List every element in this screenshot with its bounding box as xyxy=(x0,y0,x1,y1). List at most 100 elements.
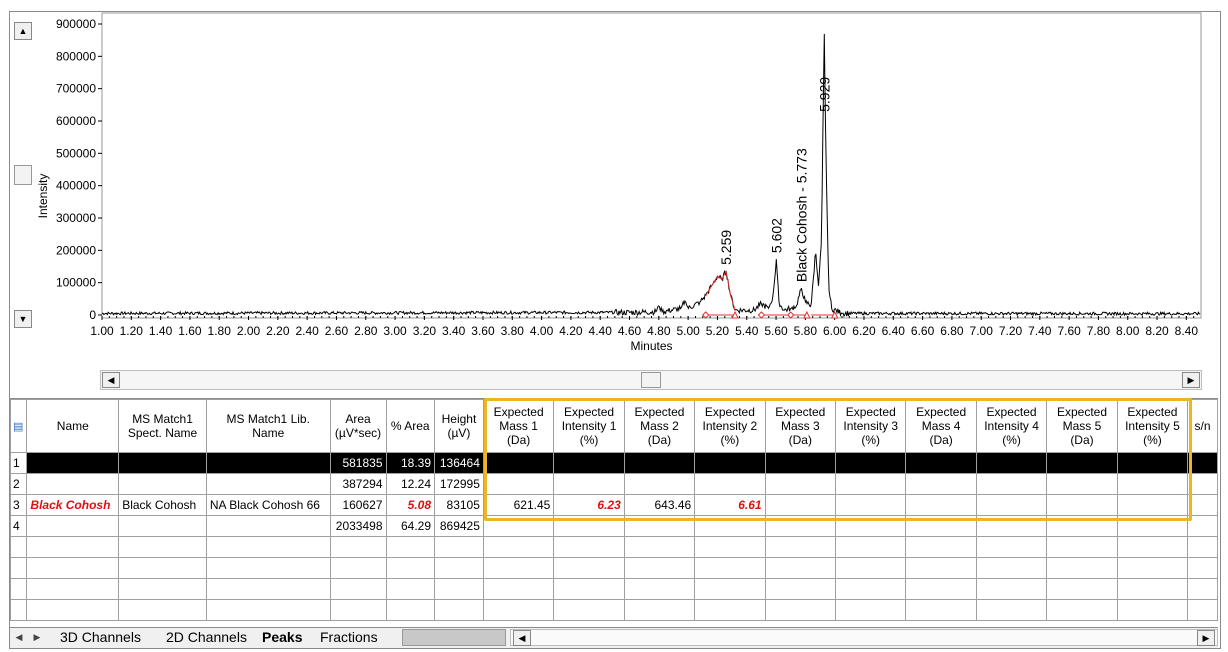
table-cell[interactable] xyxy=(482,515,555,537)
column-header[interactable]: Expected Mass 4 (Da) xyxy=(905,399,977,453)
table-cell[interactable] xyxy=(26,599,120,621)
table-cell[interactable] xyxy=(434,599,484,621)
row-number[interactable]: 2 xyxy=(10,473,28,495)
table-cell[interactable] xyxy=(1187,599,1218,621)
table-cell[interactable] xyxy=(975,452,1048,474)
table-cell[interactable] xyxy=(764,578,837,600)
table-cell[interactable] xyxy=(905,494,977,516)
table-cell[interactable] xyxy=(623,452,696,474)
table-cell[interactable] xyxy=(482,578,555,600)
table-row[interactable]: 2 387294 12.24 172995 xyxy=(10,473,1218,495)
row-number[interactable]: 4 xyxy=(10,515,28,537)
table-cell[interactable] xyxy=(329,578,387,600)
table-cell[interactable] xyxy=(26,452,120,474)
column-header[interactable]: Expected Mass 2 (Da) xyxy=(623,399,696,453)
table-cell[interactable] xyxy=(118,557,207,579)
column-header[interactable]: Expected Mass 1 (Da) xyxy=(482,399,555,453)
table-cell[interactable]: 6.23 xyxy=(553,494,625,516)
table-cell[interactable] xyxy=(1187,452,1218,474)
table-cell[interactable] xyxy=(553,557,625,579)
table-cell[interactable] xyxy=(1046,557,1118,579)
table-cell[interactable] xyxy=(434,578,484,600)
table-corner-icon[interactable]: ▤ xyxy=(10,399,28,453)
table-cell[interactable] xyxy=(26,536,120,558)
tab-fractions[interactable]: Fractions xyxy=(320,629,378,645)
column-header[interactable]: Expected Intensity 1 (%) xyxy=(553,399,625,453)
tab-3d-channels[interactable]: 3D Channels xyxy=(60,629,141,645)
table-cell[interactable] xyxy=(623,473,696,495)
table-row[interactable] xyxy=(10,557,1218,579)
table-cell[interactable] xyxy=(1116,515,1189,537)
table-cell[interactable] xyxy=(764,515,837,537)
table-cell[interactable] xyxy=(1116,452,1189,474)
table-cell[interactable] xyxy=(764,557,837,579)
table-scroll-right-button[interactable]: ▶ xyxy=(1197,630,1215,646)
table-cell[interactable] xyxy=(623,557,696,579)
scroll-up-button[interactable]: ▲ xyxy=(14,22,32,40)
table-cell[interactable] xyxy=(905,536,977,558)
table-cell[interactable] xyxy=(835,557,907,579)
table-cell[interactable] xyxy=(1046,599,1118,621)
table-cell[interactable] xyxy=(482,599,555,621)
table-cell[interactable] xyxy=(553,599,625,621)
table-cell[interactable] xyxy=(1116,578,1189,600)
table-cell[interactable] xyxy=(1187,557,1218,579)
table-cell[interactable] xyxy=(482,557,555,579)
table-cell[interactable] xyxy=(1116,536,1189,558)
table-cell[interactable] xyxy=(623,599,696,621)
column-header[interactable]: Expected Intensity 2 (%) xyxy=(694,399,766,453)
table-row[interactable] xyxy=(10,578,1218,600)
table-cell[interactable] xyxy=(553,452,625,474)
table-cell[interactable] xyxy=(694,473,766,495)
table-cell[interactable] xyxy=(764,494,837,516)
table-cell[interactable] xyxy=(1046,473,1118,495)
table-cell[interactable] xyxy=(694,557,766,579)
column-header[interactable]: Expected Intensity 5 (%) xyxy=(1116,399,1189,453)
table-cell[interactable] xyxy=(905,557,977,579)
table-cell[interactable] xyxy=(694,578,766,600)
table-cell[interactable]: Black Cohosh xyxy=(118,494,207,516)
table-cell[interactable] xyxy=(623,536,696,558)
table-cell[interactable] xyxy=(118,578,207,600)
table-cell[interactable] xyxy=(118,473,207,495)
table-row[interactable] xyxy=(10,599,1218,621)
tab-peaks[interactable]: Peaks xyxy=(262,629,303,645)
table-cell[interactable] xyxy=(835,515,907,537)
table-cell[interactable]: 5.08 xyxy=(385,494,435,516)
table-cell[interactable] xyxy=(553,536,625,558)
row-number[interactable] xyxy=(10,557,28,579)
table-cell[interactable]: 643.46 xyxy=(623,494,696,516)
table-cell[interactable] xyxy=(764,536,837,558)
table-cell[interactable] xyxy=(205,473,331,495)
table-cell[interactable] xyxy=(385,536,435,558)
table-cell[interactable] xyxy=(329,536,387,558)
table-cell[interactable] xyxy=(694,515,766,537)
table-cell[interactable] xyxy=(1046,494,1118,516)
table-cell[interactable] xyxy=(623,515,696,537)
table-cell[interactable]: 2033498 xyxy=(329,515,387,537)
chart-horizontal-scrollbar[interactable]: ◀ ▶ xyxy=(100,370,1202,390)
table-cell[interactable] xyxy=(118,452,207,474)
table-cell[interactable] xyxy=(835,494,907,516)
table-cell[interactable]: 387294 xyxy=(329,473,387,495)
table-row[interactable]: 4 2033498 64.29 869425 xyxy=(10,515,1218,537)
table-cell[interactable] xyxy=(1187,515,1218,537)
table-cell[interactable]: 12.24 xyxy=(385,473,435,495)
table-cell[interactable] xyxy=(1046,515,1118,537)
table-cell[interactable] xyxy=(764,599,837,621)
table-cell[interactable] xyxy=(118,599,207,621)
row-number[interactable] xyxy=(10,578,28,600)
table-cell[interactable] xyxy=(1116,494,1189,516)
table-cell[interactable] xyxy=(553,515,625,537)
table-cell[interactable] xyxy=(329,557,387,579)
table-cell[interactable] xyxy=(764,452,837,474)
table-cell[interactable] xyxy=(553,473,625,495)
column-header[interactable]: MS Match1 Lib. Name xyxy=(205,399,331,453)
column-header[interactable]: Expected Mass 5 (Da) xyxy=(1046,399,1118,453)
table-cell[interactable] xyxy=(835,599,907,621)
table-cell[interactable] xyxy=(1187,578,1218,600)
table-cell[interactable] xyxy=(1046,578,1118,600)
scroll-right-button[interactable]: ▶ xyxy=(1182,372,1200,388)
table-cell[interactable] xyxy=(26,557,120,579)
table-cell[interactable] xyxy=(835,473,907,495)
